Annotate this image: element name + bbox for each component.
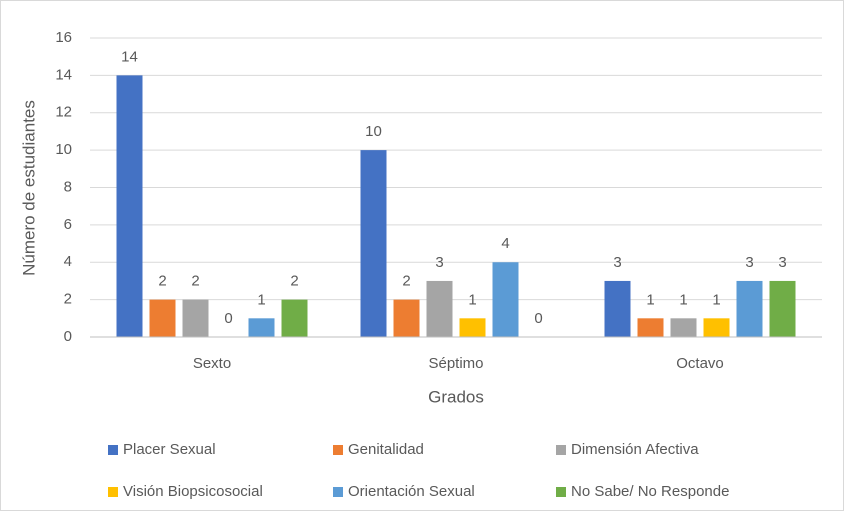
legend-swatch (108, 487, 118, 497)
data-label: 3 (778, 254, 786, 271)
legend-label: No Sabe/ No Responde (571, 483, 729, 500)
data-label: 1 (257, 291, 265, 308)
y-tick-label: 10 (55, 141, 72, 158)
bar (769, 280, 796, 337)
bar (149, 299, 176, 337)
bar (604, 280, 631, 337)
y-tick-label: 0 (64, 328, 72, 345)
data-label: 1 (468, 291, 476, 308)
y-tick-label: 16 (55, 29, 72, 46)
data-label: 0 (224, 310, 232, 327)
bar (637, 318, 664, 337)
y-tick-label: 2 (64, 291, 72, 308)
legend-swatch (333, 445, 343, 455)
y-axis-title: Número de estudiantes (19, 100, 38, 276)
y-tick-label: 14 (55, 66, 72, 83)
bar (393, 299, 420, 337)
legend-swatch (333, 487, 343, 497)
legend-label: Placer Sexual (123, 441, 216, 458)
bar (459, 318, 486, 337)
x-axis-title: Grados (428, 387, 484, 406)
bar (360, 150, 387, 337)
bar (736, 280, 763, 337)
data-label: 1 (712, 291, 720, 308)
bar (116, 75, 143, 337)
data-label: 14 (121, 48, 138, 65)
data-label: 2 (290, 273, 298, 290)
legend-swatch (556, 445, 566, 455)
bar (492, 262, 519, 337)
data-label: 3 (745, 254, 753, 271)
data-label: 0 (534, 310, 542, 327)
x-tick-label: Séptimo (428, 355, 483, 372)
bar (248, 318, 275, 337)
legend-swatch (108, 445, 118, 455)
bar (703, 318, 730, 337)
x-tick-label: Octavo (676, 355, 724, 372)
data-label: 2 (158, 273, 166, 290)
data-label: 1 (646, 291, 654, 308)
legend-label: Orientación Sexual (348, 483, 475, 500)
legend-label: Genitalidad (348, 441, 424, 458)
bar (182, 299, 209, 337)
bar (426, 280, 453, 337)
data-label: 3 (613, 254, 621, 271)
data-label: 1 (679, 291, 687, 308)
data-label: 2 (191, 273, 199, 290)
data-label: 10 (365, 123, 382, 140)
data-label: 2 (402, 273, 410, 290)
legend-label: Dimensión Afectiva (571, 441, 699, 458)
y-tick-label: 12 (55, 104, 72, 121)
legend-label: Visión Biopsicosocial (123, 483, 263, 500)
data-label: 3 (435, 254, 443, 271)
bar (281, 299, 308, 337)
y-tick-label: 6 (64, 216, 72, 233)
x-tick-label: Sexto (193, 355, 231, 372)
legend-swatch (556, 487, 566, 497)
y-tick-label: 4 (64, 253, 72, 270)
data-label: 4 (501, 235, 509, 252)
bar (670, 318, 697, 337)
y-tick-label: 8 (64, 178, 72, 195)
